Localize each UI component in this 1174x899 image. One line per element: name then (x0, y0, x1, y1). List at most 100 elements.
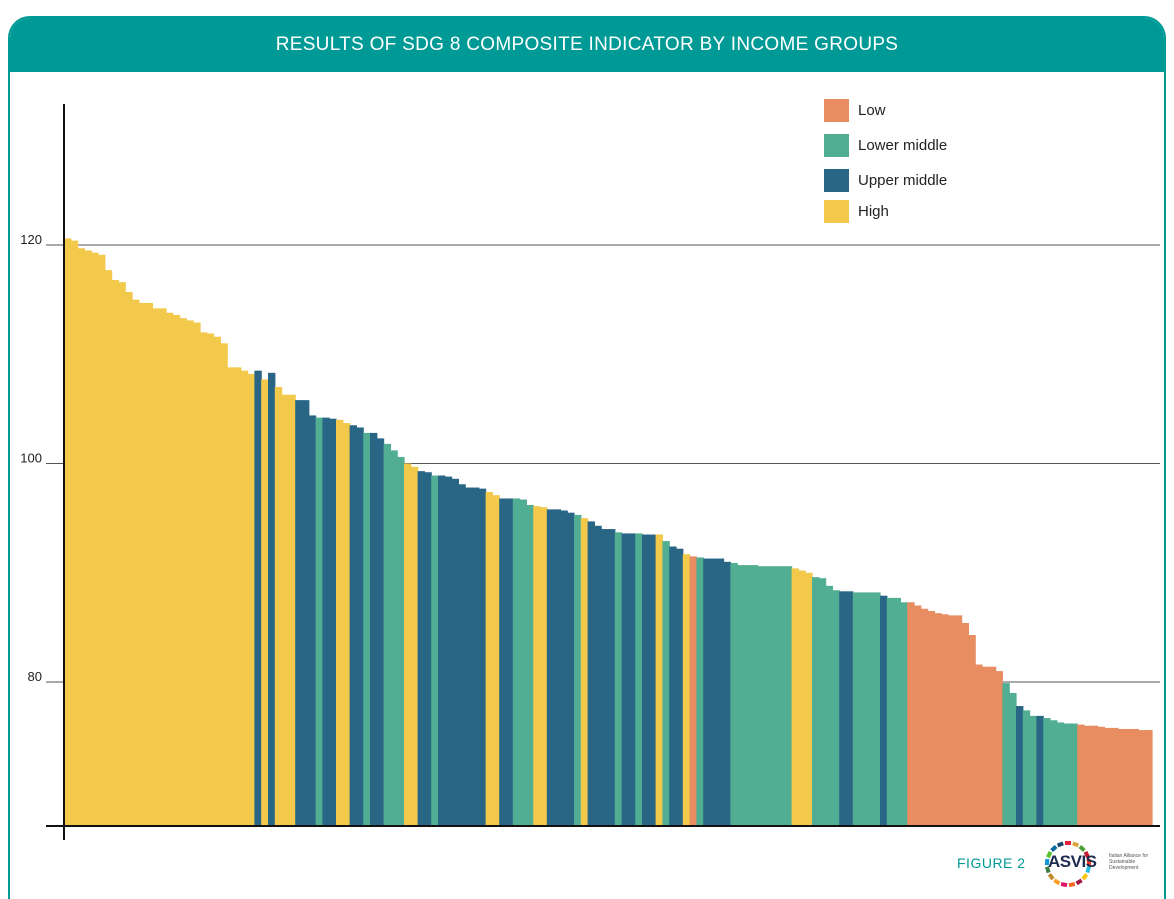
legend-swatch (824, 134, 849, 157)
bar (778, 566, 786, 826)
legend-label: Low (858, 102, 886, 119)
bar (791, 568, 799, 826)
bar (512, 498, 521, 826)
bar (642, 534, 650, 826)
logo-ring-segment (1081, 873, 1089, 881)
bar (485, 491, 493, 826)
bar (825, 585, 833, 826)
bar (934, 613, 942, 826)
bar (961, 623, 969, 826)
bar (308, 415, 317, 826)
bar (104, 270, 113, 826)
bar (1090, 725, 1099, 826)
bar (356, 427, 364, 826)
bar (880, 595, 888, 826)
bar (390, 450, 398, 826)
bar (533, 506, 541, 826)
bar (968, 635, 976, 826)
bar (689, 556, 697, 826)
legend-label: Lower middle (858, 137, 947, 154)
legend-item: Lower middle (824, 134, 947, 157)
bar (315, 417, 323, 826)
bar (1124, 728, 1133, 826)
bar (98, 254, 106, 826)
bar (172, 314, 181, 826)
bar (383, 443, 391, 826)
logo-ring-segment (1065, 841, 1071, 845)
bar (580, 518, 589, 827)
logo-subtitle: Italian Alliance for Sustainable Develop… (1109, 853, 1149, 871)
bar (424, 472, 432, 826)
asvis-logo-icon (1044, 841, 1092, 888)
y-tick-label: 120 (20, 232, 42, 247)
bar (376, 438, 385, 826)
bar (132, 299, 140, 827)
bar (186, 320, 194, 826)
bar (546, 509, 555, 826)
bar (397, 456, 405, 826)
bar (274, 387, 283, 826)
bar (1063, 723, 1071, 826)
bar (621, 533, 629, 826)
bar (553, 509, 561, 826)
logo-text: ASVIS (1048, 852, 1097, 871)
logo-ring-segment (1085, 866, 1091, 874)
bar (1022, 710, 1031, 826)
bar (873, 592, 881, 826)
bar (1145, 730, 1153, 826)
bar (676, 548, 684, 826)
bar (771, 566, 779, 826)
bar (682, 554, 691, 826)
bar (193, 322, 201, 826)
bar (662, 541, 670, 826)
logo-ring-segment (1044, 858, 1050, 866)
bar (281, 394, 289, 826)
bar (111, 279, 119, 827)
legend-item: Upper middle (824, 169, 947, 192)
bar (614, 532, 623, 826)
bar (1043, 718, 1051, 826)
bar (465, 487, 473, 826)
bar (1084, 725, 1092, 826)
bar (1036, 715, 1044, 826)
bar (444, 476, 453, 826)
bar (805, 572, 813, 826)
bar (1070, 723, 1078, 826)
logo-ring-segment (1047, 873, 1055, 881)
bar (948, 615, 956, 826)
bar (179, 318, 187, 826)
bar (125, 291, 133, 827)
bar (975, 664, 983, 826)
bar (574, 514, 582, 826)
bar (506, 498, 514, 826)
bar (941, 614, 949, 826)
bar (322, 417, 330, 826)
bar (64, 238, 72, 826)
bar (268, 372, 276, 826)
bar (240, 370, 249, 826)
bar (601, 529, 609, 826)
bar (1118, 728, 1126, 826)
logo-ring-segment (1086, 858, 1092, 866)
bar (648, 534, 657, 826)
bar (438, 475, 446, 826)
bar (492, 495, 500, 826)
bar (118, 282, 126, 827)
bar (764, 566, 772, 826)
logo-ring-segment (1046, 851, 1053, 859)
bar (329, 418, 337, 826)
logo-ring-segment (1053, 878, 1061, 886)
bar (839, 591, 847, 826)
bar (227, 367, 235, 826)
bar (540, 507, 548, 826)
bar (166, 312, 174, 826)
logo-ring-segment (1068, 882, 1076, 888)
bar (288, 394, 296, 826)
bar (907, 602, 915, 826)
bar (988, 666, 997, 826)
bar (1050, 720, 1058, 826)
bar (696, 557, 704, 826)
bar (261, 379, 269, 826)
bar (982, 666, 990, 826)
bar (499, 498, 507, 826)
